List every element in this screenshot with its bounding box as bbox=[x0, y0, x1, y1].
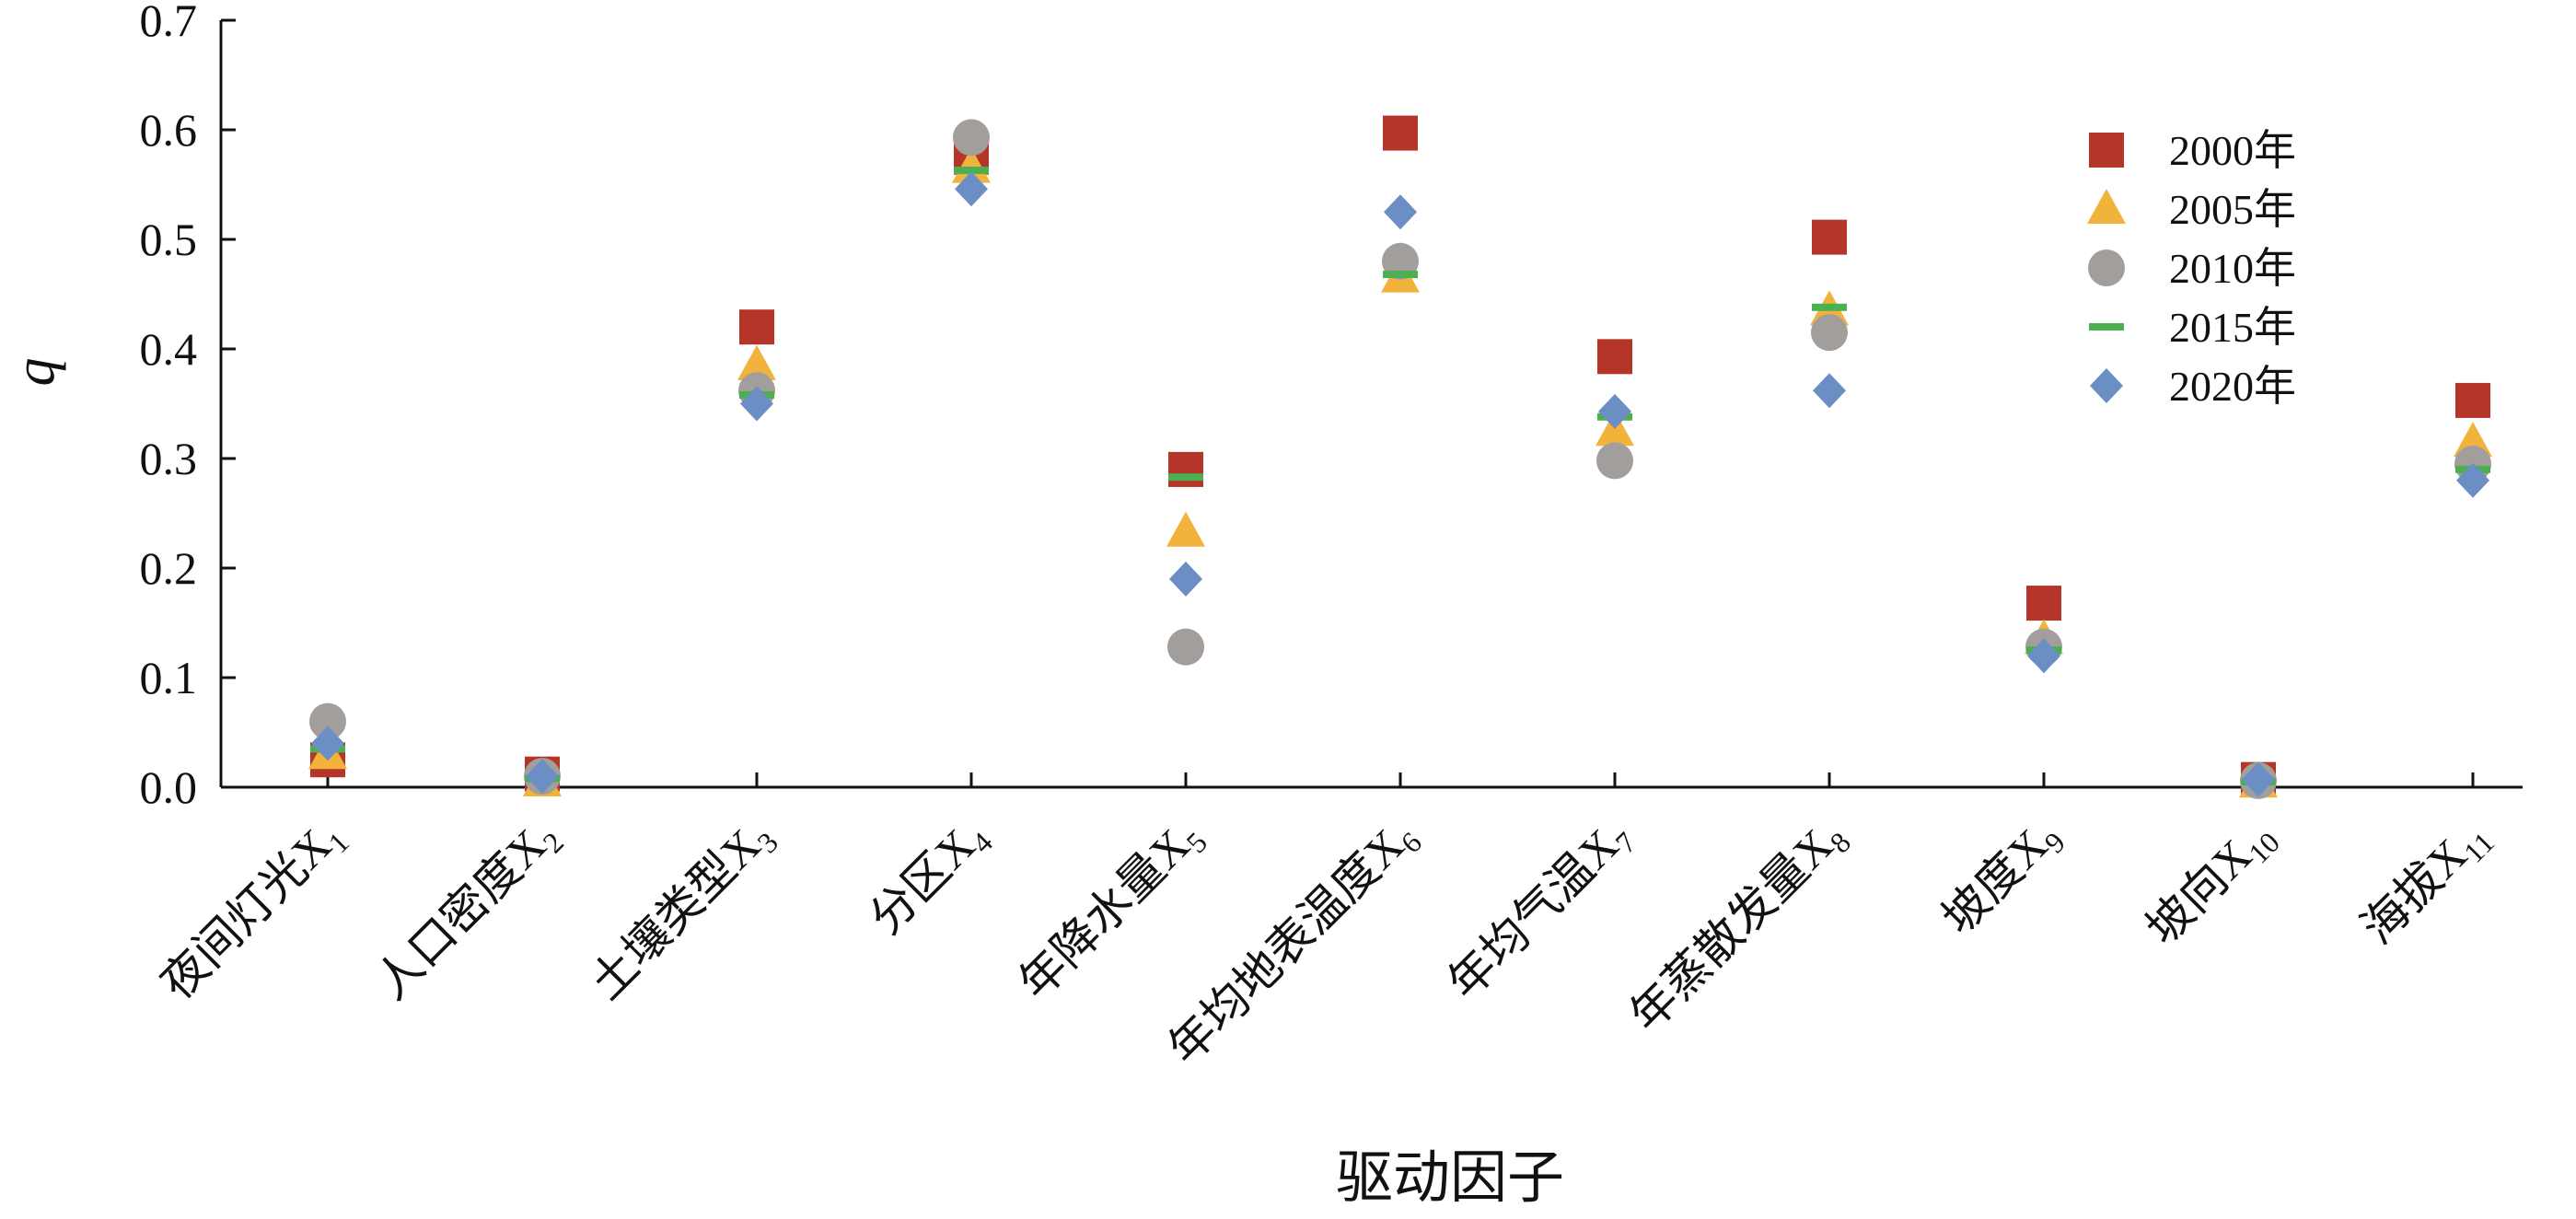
point-circle bbox=[1382, 242, 1419, 280]
y-tick-label: 0.2 bbox=[140, 542, 198, 594]
point-circle bbox=[1596, 442, 1633, 480]
point-diamond bbox=[2027, 638, 2060, 674]
series-5 bbox=[311, 171, 2489, 797]
point-circle bbox=[953, 119, 990, 157]
point-triangle bbox=[2454, 422, 2492, 458]
point-diamond bbox=[2242, 761, 2275, 797]
point-triangle bbox=[737, 344, 776, 380]
y-tick-label: 0.0 bbox=[140, 761, 198, 813]
point-diamond bbox=[311, 726, 344, 761]
point-triangle bbox=[952, 147, 991, 183]
y-tick-label: 0.1 bbox=[140, 652, 198, 703]
point-square bbox=[2026, 586, 2061, 621]
x-tick-label: 年均气温X7 bbox=[1438, 808, 1642, 1013]
y-tick-label: 0.5 bbox=[140, 214, 198, 265]
point-dash bbox=[1812, 303, 1847, 311]
legend-label: 2005年 bbox=[2169, 186, 2296, 233]
legend-marker-circle bbox=[2088, 250, 2125, 286]
point-diamond bbox=[1598, 393, 1631, 429]
x-tick-label: 坡向X10 bbox=[2136, 808, 2286, 958]
point-diamond bbox=[526, 759, 559, 795]
point-triangle bbox=[1166, 511, 1205, 547]
x-tick-label: 坡度X9 bbox=[1932, 808, 2071, 947]
legend-label: 2010年 bbox=[2169, 245, 2296, 292]
y-tick-label: 0.6 bbox=[140, 104, 198, 156]
y-tick-label: 0.7 bbox=[140, 0, 198, 46]
x-tick-label: 人口密度X2 bbox=[366, 808, 570, 1013]
point-diamond bbox=[740, 386, 773, 422]
point-diamond bbox=[955, 171, 988, 207]
point-square bbox=[1383, 115, 1418, 151]
x-tick-label: 海拔X11 bbox=[2351, 808, 2501, 958]
point-square bbox=[739, 309, 774, 345]
legend-label: 2000年 bbox=[2169, 127, 2296, 174]
point-square bbox=[1812, 219, 1847, 255]
point-dash bbox=[1383, 271, 1418, 279]
point-diamond bbox=[2456, 462, 2489, 498]
x-tick-label: 年蒸散发量X8 bbox=[1620, 808, 1857, 1045]
point-dash bbox=[954, 167, 989, 175]
point-diamond bbox=[1813, 373, 1846, 409]
point-dash bbox=[1168, 473, 1203, 482]
legend-label: 2020年 bbox=[2169, 363, 2296, 410]
legend-marker-square bbox=[2089, 133, 2124, 168]
x-tick-label: 分区X4 bbox=[860, 808, 999, 947]
y-tick-label: 0.4 bbox=[140, 323, 198, 375]
x-axis-title: 驱动因子 bbox=[1336, 1147, 1564, 1210]
point-circle bbox=[1811, 314, 1848, 352]
point-square bbox=[1168, 451, 1203, 487]
y-tick-label: 0.3 bbox=[140, 433, 198, 484]
point-square bbox=[1597, 339, 1632, 375]
point-square bbox=[2455, 382, 2490, 418]
legend: 2000年 2005年 2010年 2015年 2020年 bbox=[2087, 127, 2296, 410]
legend-marker-diamond bbox=[2090, 368, 2123, 403]
legend-marker-triangle bbox=[2087, 189, 2126, 224]
legend-marker-dash bbox=[2089, 323, 2124, 331]
point-diamond bbox=[1169, 561, 1202, 597]
x-tick-label: 年降水量X5 bbox=[1009, 808, 1213, 1013]
point-diamond bbox=[1384, 194, 1417, 230]
point-circle bbox=[1167, 628, 1204, 666]
y-axis-title: q bbox=[4, 358, 66, 387]
legend-label: 2015年 bbox=[2169, 304, 2296, 351]
y-tick-labels: 0.0 0.1 0.2 0.3 0.4 0.5 0.6 0.7 bbox=[140, 0, 198, 813]
point-circle bbox=[309, 702, 346, 740]
data-points bbox=[308, 115, 2492, 799]
x-tick-label: 土壤类型X3 bbox=[580, 808, 784, 1013]
x-tick-label: 夜间灯光X1 bbox=[151, 808, 355, 1013]
